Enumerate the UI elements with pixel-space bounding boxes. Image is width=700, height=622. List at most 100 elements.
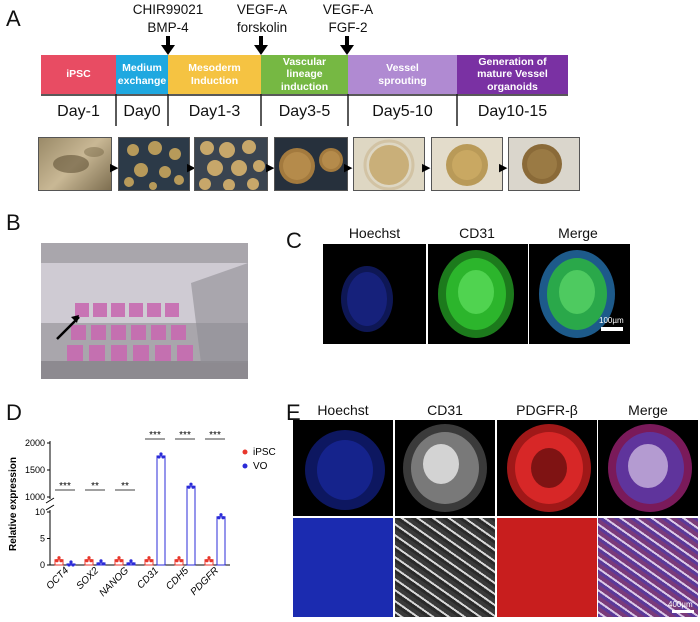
significance-label: *** (209, 430, 221, 441)
panel-e-pdgfrb-zoom (497, 518, 597, 617)
day-label: Day-1 (57, 103, 100, 120)
panel-c-merge-image: 100µm (529, 244, 630, 344)
y-tick-label: 1500 (25, 465, 45, 475)
data-point (209, 559, 213, 563)
data-point (131, 562, 135, 566)
data-point (145, 559, 149, 563)
stage-mature-organoids: Generation of mature Vessel organoids (457, 55, 568, 94)
factor-1-line1: CHIR99021 (132, 2, 204, 17)
panel-e-letter: E (286, 400, 301, 425)
factor-3-line1: VEGF-A (322, 2, 374, 17)
panel-c-scale-bar-label: 100µm (599, 316, 624, 325)
panel-c-header-cd31: CD31 (459, 225, 495, 241)
bar-vo (216, 516, 226, 566)
stage-mesoderm-induction: Mesoderm Induction (168, 55, 261, 94)
significance-label: *** (59, 481, 71, 492)
axis-break-mark (45, 504, 55, 511)
legend-label: VO (253, 461, 268, 472)
data-point (115, 559, 119, 563)
panel-c-letter: C (286, 228, 302, 253)
micrograph-day0 (118, 137, 190, 191)
y-tick-label: 5 (40, 534, 45, 544)
data-point (187, 485, 191, 489)
panel-e-pdgfrb-organoid (497, 420, 597, 516)
micrograph-day3-5 (274, 137, 348, 191)
bar-vo (66, 563, 76, 566)
data-point (117, 556, 121, 560)
data-point (221, 516, 225, 520)
data-point (59, 559, 63, 563)
timeline-lines (41, 94, 568, 126)
factor-arrow-3-shaft (345, 36, 349, 46)
arrow-right-icon: ▶ (110, 162, 119, 174)
bar-vo (96, 562, 106, 566)
data-point (147, 556, 151, 560)
y-tick-label: 0 (40, 560, 45, 570)
data-point (159, 452, 163, 456)
significance-label: *** (179, 430, 191, 441)
bar-vo (126, 562, 136, 566)
factor-arrow-1-head (161, 45, 175, 55)
y-tick-label: 10 (35, 507, 45, 517)
day-label: Day10-15 (477, 103, 548, 120)
data-point (99, 559, 103, 563)
x-tick-label: SOX2 (74, 565, 101, 592)
panel-c-header-merge: Merge (558, 225, 598, 241)
panel-a-letter: A (6, 6, 21, 31)
arrow-right-icon: ▶ (344, 162, 353, 174)
micrograph-day-1 (38, 137, 112, 191)
factor-label-1: CHIR99021 BMP-4 (120, 1, 216, 37)
significance-label: *** (149, 430, 161, 441)
stage-vessel-sprouting: Vessel sprouting (348, 55, 457, 94)
data-point (207, 556, 211, 560)
data-point (179, 559, 183, 563)
significance-label: ** (91, 481, 99, 492)
panel-e-cd31-zoom (395, 518, 495, 617)
day-label: Day0 (123, 103, 161, 120)
arrow-right-icon: ▶ (422, 162, 431, 174)
data-point (69, 560, 73, 564)
factor-arrows (161, 36, 354, 55)
stage-medium-exchange: Medium exchange (116, 55, 168, 94)
bar-ipsc (54, 559, 64, 566)
factor-arrow-1-shaft (166, 36, 170, 46)
arrow-right-icon: ▶ (187, 162, 196, 174)
data-point (97, 562, 101, 566)
panel-c-header-hoechst: Hoechst (348, 225, 401, 241)
data-point (157, 455, 161, 459)
panel-e-header-pdgfrb: PDGFR-β (516, 402, 578, 418)
culture-plate-photo (41, 243, 248, 379)
factor-label-2: VEGF-A forskolin (222, 1, 302, 37)
data-point (55, 559, 59, 563)
data-point (217, 516, 221, 520)
stage-vascular-lineage: Vascular lineage induction (261, 55, 348, 94)
panel-c-hoechst-image (323, 244, 426, 344)
panel-e-header-cd31: CD31 (427, 402, 463, 418)
data-point (89, 559, 93, 563)
data-point (85, 559, 89, 563)
legend-marker (242, 463, 248, 469)
day-label: Day1-3 (188, 103, 241, 120)
y-axis-label: Relative expression (8, 457, 19, 551)
factor-arrow-3-head (340, 45, 354, 55)
expression-bar-chart: 2000 1500 1000 10 5 0 Relative expression *** OC… (8, 430, 276, 599)
x-tick-label: CD31 (135, 565, 161, 591)
data-point (129, 559, 133, 563)
panel-e-scale-bar-label: 400µm (668, 600, 693, 609)
panel-e-merge-zoom: 400µm (598, 518, 698, 617)
y-tick-label: 2000 (25, 438, 45, 448)
micrograph-day1-3 (194, 137, 268, 191)
panel-e-scale-bar (672, 610, 694, 613)
factor-arrow-2-head (254, 45, 268, 55)
x-tick-label: OCT4 (44, 565, 71, 592)
data-point (219, 513, 223, 517)
x-tick-label: PDGFR (189, 565, 222, 598)
x-tick-label: NANOG (97, 565, 131, 599)
factor-2-line1: VEGF-A (236, 2, 288, 17)
factor-1-line2: BMP-4 (147, 20, 189, 35)
panel-b-letter: B (6, 210, 21, 235)
data-point (189, 482, 193, 486)
data-point (161, 455, 165, 459)
panel-e-merge-organoid (598, 420, 698, 516)
data-point (175, 559, 179, 563)
